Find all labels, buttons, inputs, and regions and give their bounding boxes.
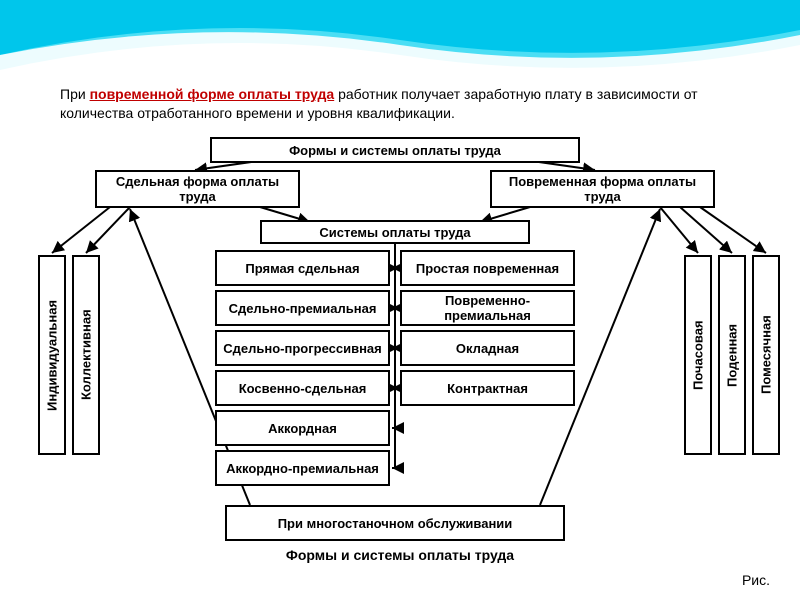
left-system-4: Аккордная <box>215 410 390 446</box>
right-form-box: Повременная форма оплаты труда <box>490 170 715 208</box>
right-vertical-1: Поденная <box>718 255 746 455</box>
left-vertical-1: Коллективная <box>72 255 100 455</box>
figure-label: Рис. <box>742 572 770 588</box>
systems-box: Системы оплаты труда <box>260 220 530 244</box>
left-system-1: Сдельно-премиальная <box>215 290 390 326</box>
right-vertical-0: Почасовая <box>684 255 712 455</box>
para-highlight: повременной форме оплаты труда <box>90 86 335 102</box>
right-system-1: Повременно-премиальная <box>400 290 575 326</box>
para-prefix: При <box>60 86 90 102</box>
left-system-5: Аккордно-премиальная <box>215 450 390 486</box>
left-form-box: Сдельная форма оплаты труда <box>95 170 300 208</box>
bottom-box: При многостаночном обслуживании <box>225 505 565 541</box>
right-system-0: Простая повременная <box>400 250 575 286</box>
left-system-2: Сдельно-прогрессивная <box>215 330 390 366</box>
right-system-2: Окладная <box>400 330 575 366</box>
flowchart: Формы и системы оплаты труда Сдельная фо… <box>0 135 800 575</box>
top-box: Формы и системы оплаты труда <box>210 137 580 163</box>
left-system-3: Косвенно-сдельная <box>215 370 390 406</box>
intro-paragraph: При повременной форме оплаты труда работ… <box>60 85 740 123</box>
right-system-3: Контрактная <box>400 370 575 406</box>
left-vertical-0: Индивидуальная <box>38 255 66 455</box>
right-vertical-2: Помесячная <box>752 255 780 455</box>
diagram-caption: Формы и системы оплаты труда <box>230 547 570 563</box>
left-system-0: Прямая сдельная <box>215 250 390 286</box>
